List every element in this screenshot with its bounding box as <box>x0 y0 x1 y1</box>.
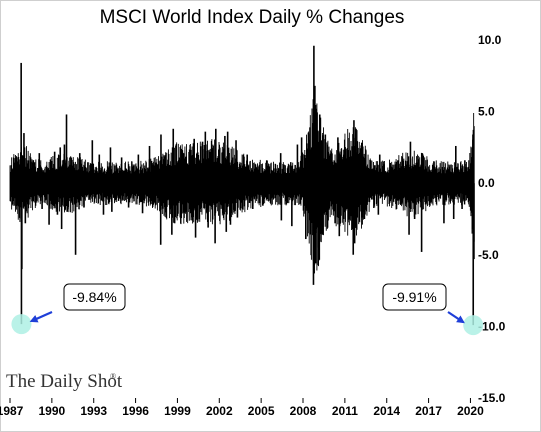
y-tick-label: -10.0 <box>478 319 506 333</box>
annotation-label: -9.84% <box>72 289 116 305</box>
highlight-circle <box>11 314 32 335</box>
chart-title: MSCI World Index Daily % Changes <box>100 7 405 28</box>
y-tick-label: 5.0 <box>478 105 495 119</box>
highlight-circle <box>463 315 484 336</box>
annotation-box <box>382 283 447 311</box>
x-tick-label: 1990 <box>39 404 66 418</box>
x-tick-label: 1987 <box>0 404 24 418</box>
y-axis: 10.0 5.0 0.0 -5.0 -10.0 -15.0 <box>478 33 506 405</box>
x-axis: 1987 1990 1993 1996 1999 2002 2005 2008 2011 2014… <box>0 398 484 418</box>
x-tick-label: 2020 <box>457 404 484 418</box>
annotation-arrow <box>29 310 53 323</box>
plot-area <box>9 45 475 326</box>
annotation-arrow <box>447 311 465 324</box>
annotation-box <box>63 283 126 311</box>
x-tick-label: 2014 <box>373 404 400 418</box>
brand-registered-mark: ® <box>110 372 116 381</box>
x-tick-label: 1999 <box>164 404 191 418</box>
x-tick-label: 2011 <box>332 404 358 418</box>
x-tick-label: 2008 <box>290 404 317 418</box>
x-tick-label: 2005 <box>248 404 275 418</box>
x-tick-label: 2002 <box>206 404 233 418</box>
brand-logo: The Daily Shot ® <box>6 371 123 392</box>
series-spikes <box>13 45 475 326</box>
annotation-label: -9.91% <box>392 289 436 305</box>
brand-text: The Daily Shot <box>6 371 123 392</box>
annotations: -9.84% -9.91% <box>11 283 484 336</box>
x-tick-label: 2017 <box>415 404 442 418</box>
y-tick-label: 0.0 <box>478 176 495 190</box>
x-tick-label: 1996 <box>122 404 149 418</box>
series-noise-band <box>9 99 475 271</box>
x-tick-label: 1993 <box>80 404 107 418</box>
y-tick-label: 10.0 <box>478 33 502 47</box>
y-tick-label: -5.0 <box>478 248 499 262</box>
y-tick-label: -15.0 <box>478 391 506 405</box>
series-line <box>9 99 475 271</box>
